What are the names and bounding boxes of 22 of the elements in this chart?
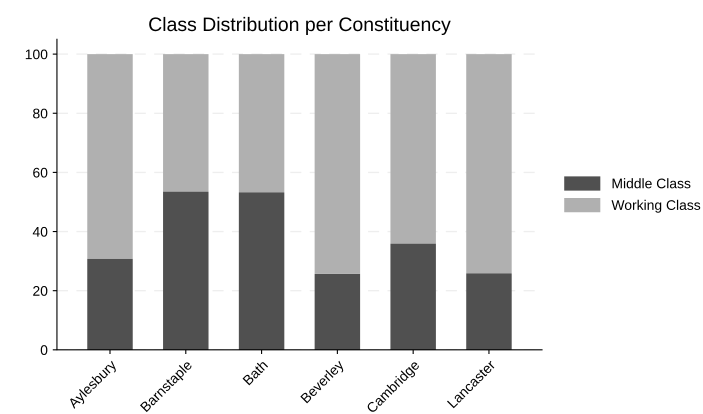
bar <box>466 54 512 274</box>
y-tick-label: 80 <box>33 108 48 118</box>
legend-label: Middle Class <box>612 178 690 188</box>
bar <box>163 192 209 350</box>
y-tick-label: 60 <box>33 168 48 178</box>
bar <box>163 54 209 192</box>
bar <box>466 274 512 350</box>
bar <box>238 192 284 350</box>
bar <box>314 274 360 350</box>
y-tick-label: 100 <box>26 49 48 60</box>
y-tick-label: 40 <box>32 226 48 237</box>
bar <box>87 54 133 259</box>
bar <box>238 54 284 193</box>
bar <box>390 54 436 244</box>
legend-label: Working Class <box>611 200 700 213</box>
chart-title: Class Distribution per Constituency <box>149 16 451 36</box>
y-tick-label: 0 <box>40 345 48 355</box>
x-tick-label: Bath <box>242 359 268 386</box>
bar <box>314 54 360 274</box>
bar <box>390 244 436 350</box>
bar <box>87 258 133 350</box>
y-tick-label: 20 <box>33 286 48 296</box>
